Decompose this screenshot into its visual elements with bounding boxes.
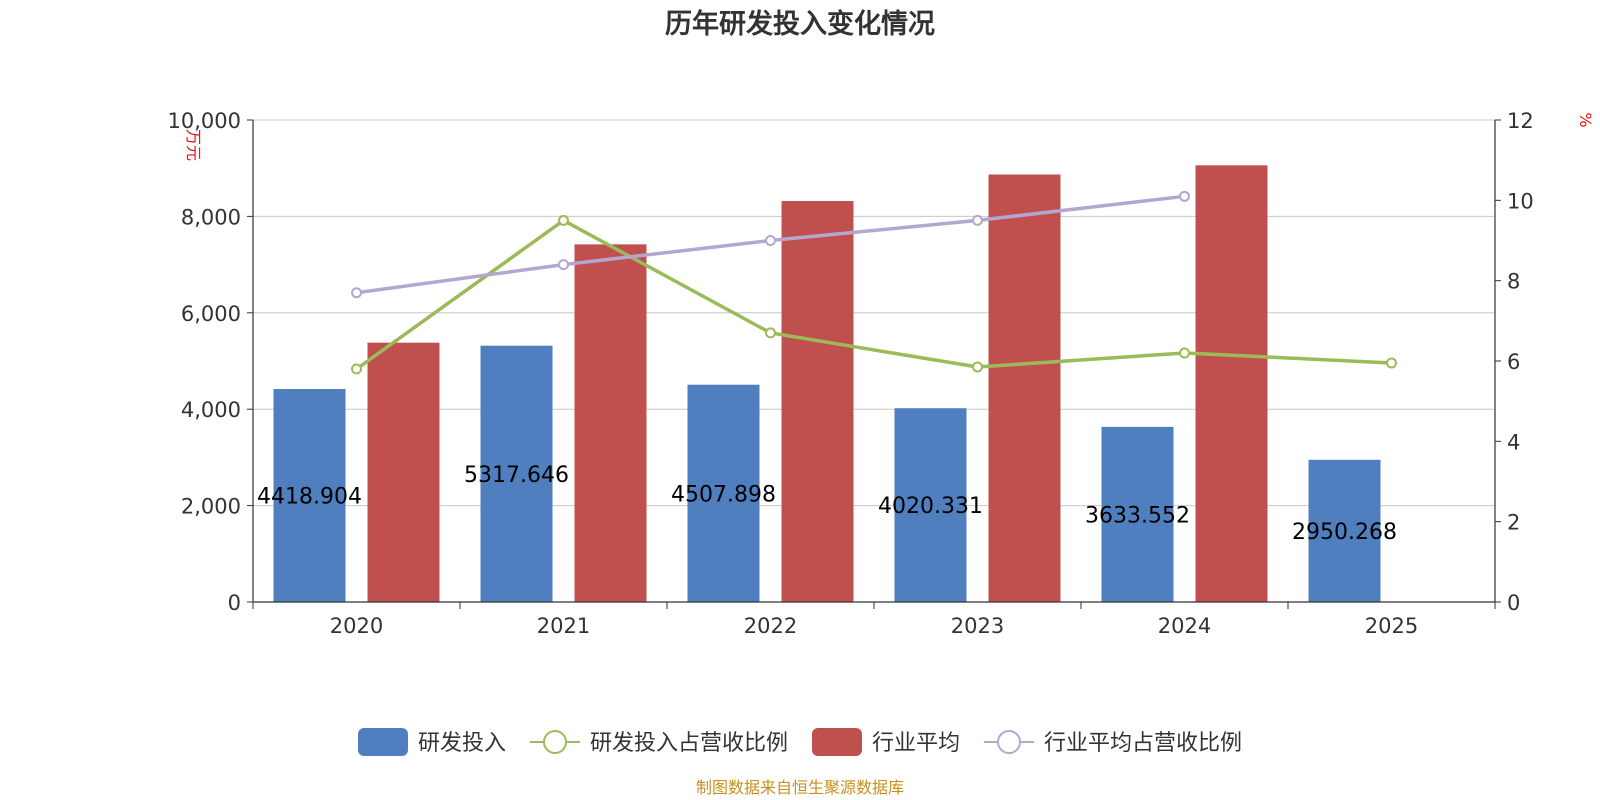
x-axis-tick-label: 2021 <box>537 614 590 638</box>
bar-data-label: 4418.904 <box>257 485 362 510</box>
line-point <box>351 363 362 375</box>
right-axis-tick-label: 12 <box>1507 109 1534 133</box>
left-axis-tick-label: 10,000 <box>168 109 241 133</box>
bar <box>781 200 854 602</box>
data-labels: 4418.904 5317.646 4507.898 4020.331 3633.552… <box>257 463 1397 545</box>
bar <box>574 244 647 602</box>
legend-item[interactable]: 行业平均 <box>812 728 960 756</box>
left-axis-tick-label: 6,000 <box>181 302 241 326</box>
line-point <box>765 235 776 246</box>
line-point <box>1179 347 1190 359</box>
line-point <box>972 361 983 373</box>
legend-label: 研发投入占营收比例 <box>590 731 788 756</box>
axes: 0 2,000 4,000 6,000 8,000 10,000 0 2 4 6 8 10 12 2020… <box>168 109 1534 638</box>
legend-swatch <box>812 728 862 756</box>
bar <box>687 384 760 602</box>
source-note: 制图数据来自恒生聚源数据库 <box>696 778 904 797</box>
bar <box>1308 459 1381 602</box>
legend-label: 行业平均 <box>872 731 960 756</box>
left-axis-unit: 万元 <box>184 129 203 161</box>
bar-data-label: 5317.646 <box>464 463 569 488</box>
x-axis-tick-label: 2020 <box>330 614 383 638</box>
right-axis-tick-label: 4 <box>1507 430 1520 454</box>
right-axis-tick-label: 6 <box>1507 350 1520 374</box>
left-axis-tick-label: 2,000 <box>181 495 241 519</box>
lines <box>351 190 1397 375</box>
bar-data-label: 2950.268 <box>1292 520 1397 545</box>
chart-title: 历年研发投入变化情况 <box>665 8 935 40</box>
legend-swatch-marker <box>997 730 1021 754</box>
bar-data-label: 4020.331 <box>878 494 983 519</box>
line-point <box>1386 357 1397 369</box>
bar <box>273 389 346 602</box>
line-point <box>558 214 569 226</box>
line-point <box>351 287 362 299</box>
right-axis-unit: % <box>1576 112 1595 127</box>
legend-item[interactable]: 研发投入占营收比例 <box>530 730 788 756</box>
legend-label: 行业平均占营收比例 <box>1044 731 1242 756</box>
x-axis-tick-label: 2022 <box>744 614 797 638</box>
legend-item[interactable]: 研发投入 <box>358 728 506 756</box>
x-axis-tick-label: 2023 <box>951 614 1004 638</box>
bar-data-label: 3633.552 <box>1085 503 1190 528</box>
legend: 研发投入 研发投入占营收比例 行业平均 行业平均占营收比例 <box>358 728 1242 756</box>
right-axis-tick-label: 2 <box>1507 511 1520 535</box>
line-point <box>972 214 983 226</box>
right-axis-tick-label: 10 <box>1507 189 1534 213</box>
right-axis-tick-label: 0 <box>1507 591 1520 615</box>
left-axis-tick-label: 8,000 <box>181 205 241 229</box>
line-point <box>1179 190 1190 202</box>
bar <box>1195 165 1268 603</box>
series-line <box>355 218 1392 371</box>
bar-data-label: 4507.898 <box>671 482 776 507</box>
line-point <box>558 259 569 271</box>
right-axis-tick-label: 8 <box>1507 270 1520 294</box>
bar <box>480 345 553 602</box>
gridlines <box>253 119 1495 507</box>
legend-swatch-marker <box>543 730 567 754</box>
bars <box>273 165 1381 603</box>
left-axis-tick-label: 0 <box>228 591 241 615</box>
legend-item[interactable]: 行业平均占营收比例 <box>984 730 1242 756</box>
line-point <box>765 327 776 339</box>
x-axis-tick-label: 2025 <box>1365 614 1418 638</box>
legend-swatch <box>358 728 408 756</box>
legend-label: 研发投入 <box>418 731 506 756</box>
bar <box>367 342 440 602</box>
left-axis-tick-label: 4,000 <box>181 398 241 422</box>
bar <box>988 174 1061 602</box>
bar <box>1101 426 1174 602</box>
x-axis-tick-label: 2024 <box>1158 614 1211 638</box>
bar <box>894 408 967 602</box>
